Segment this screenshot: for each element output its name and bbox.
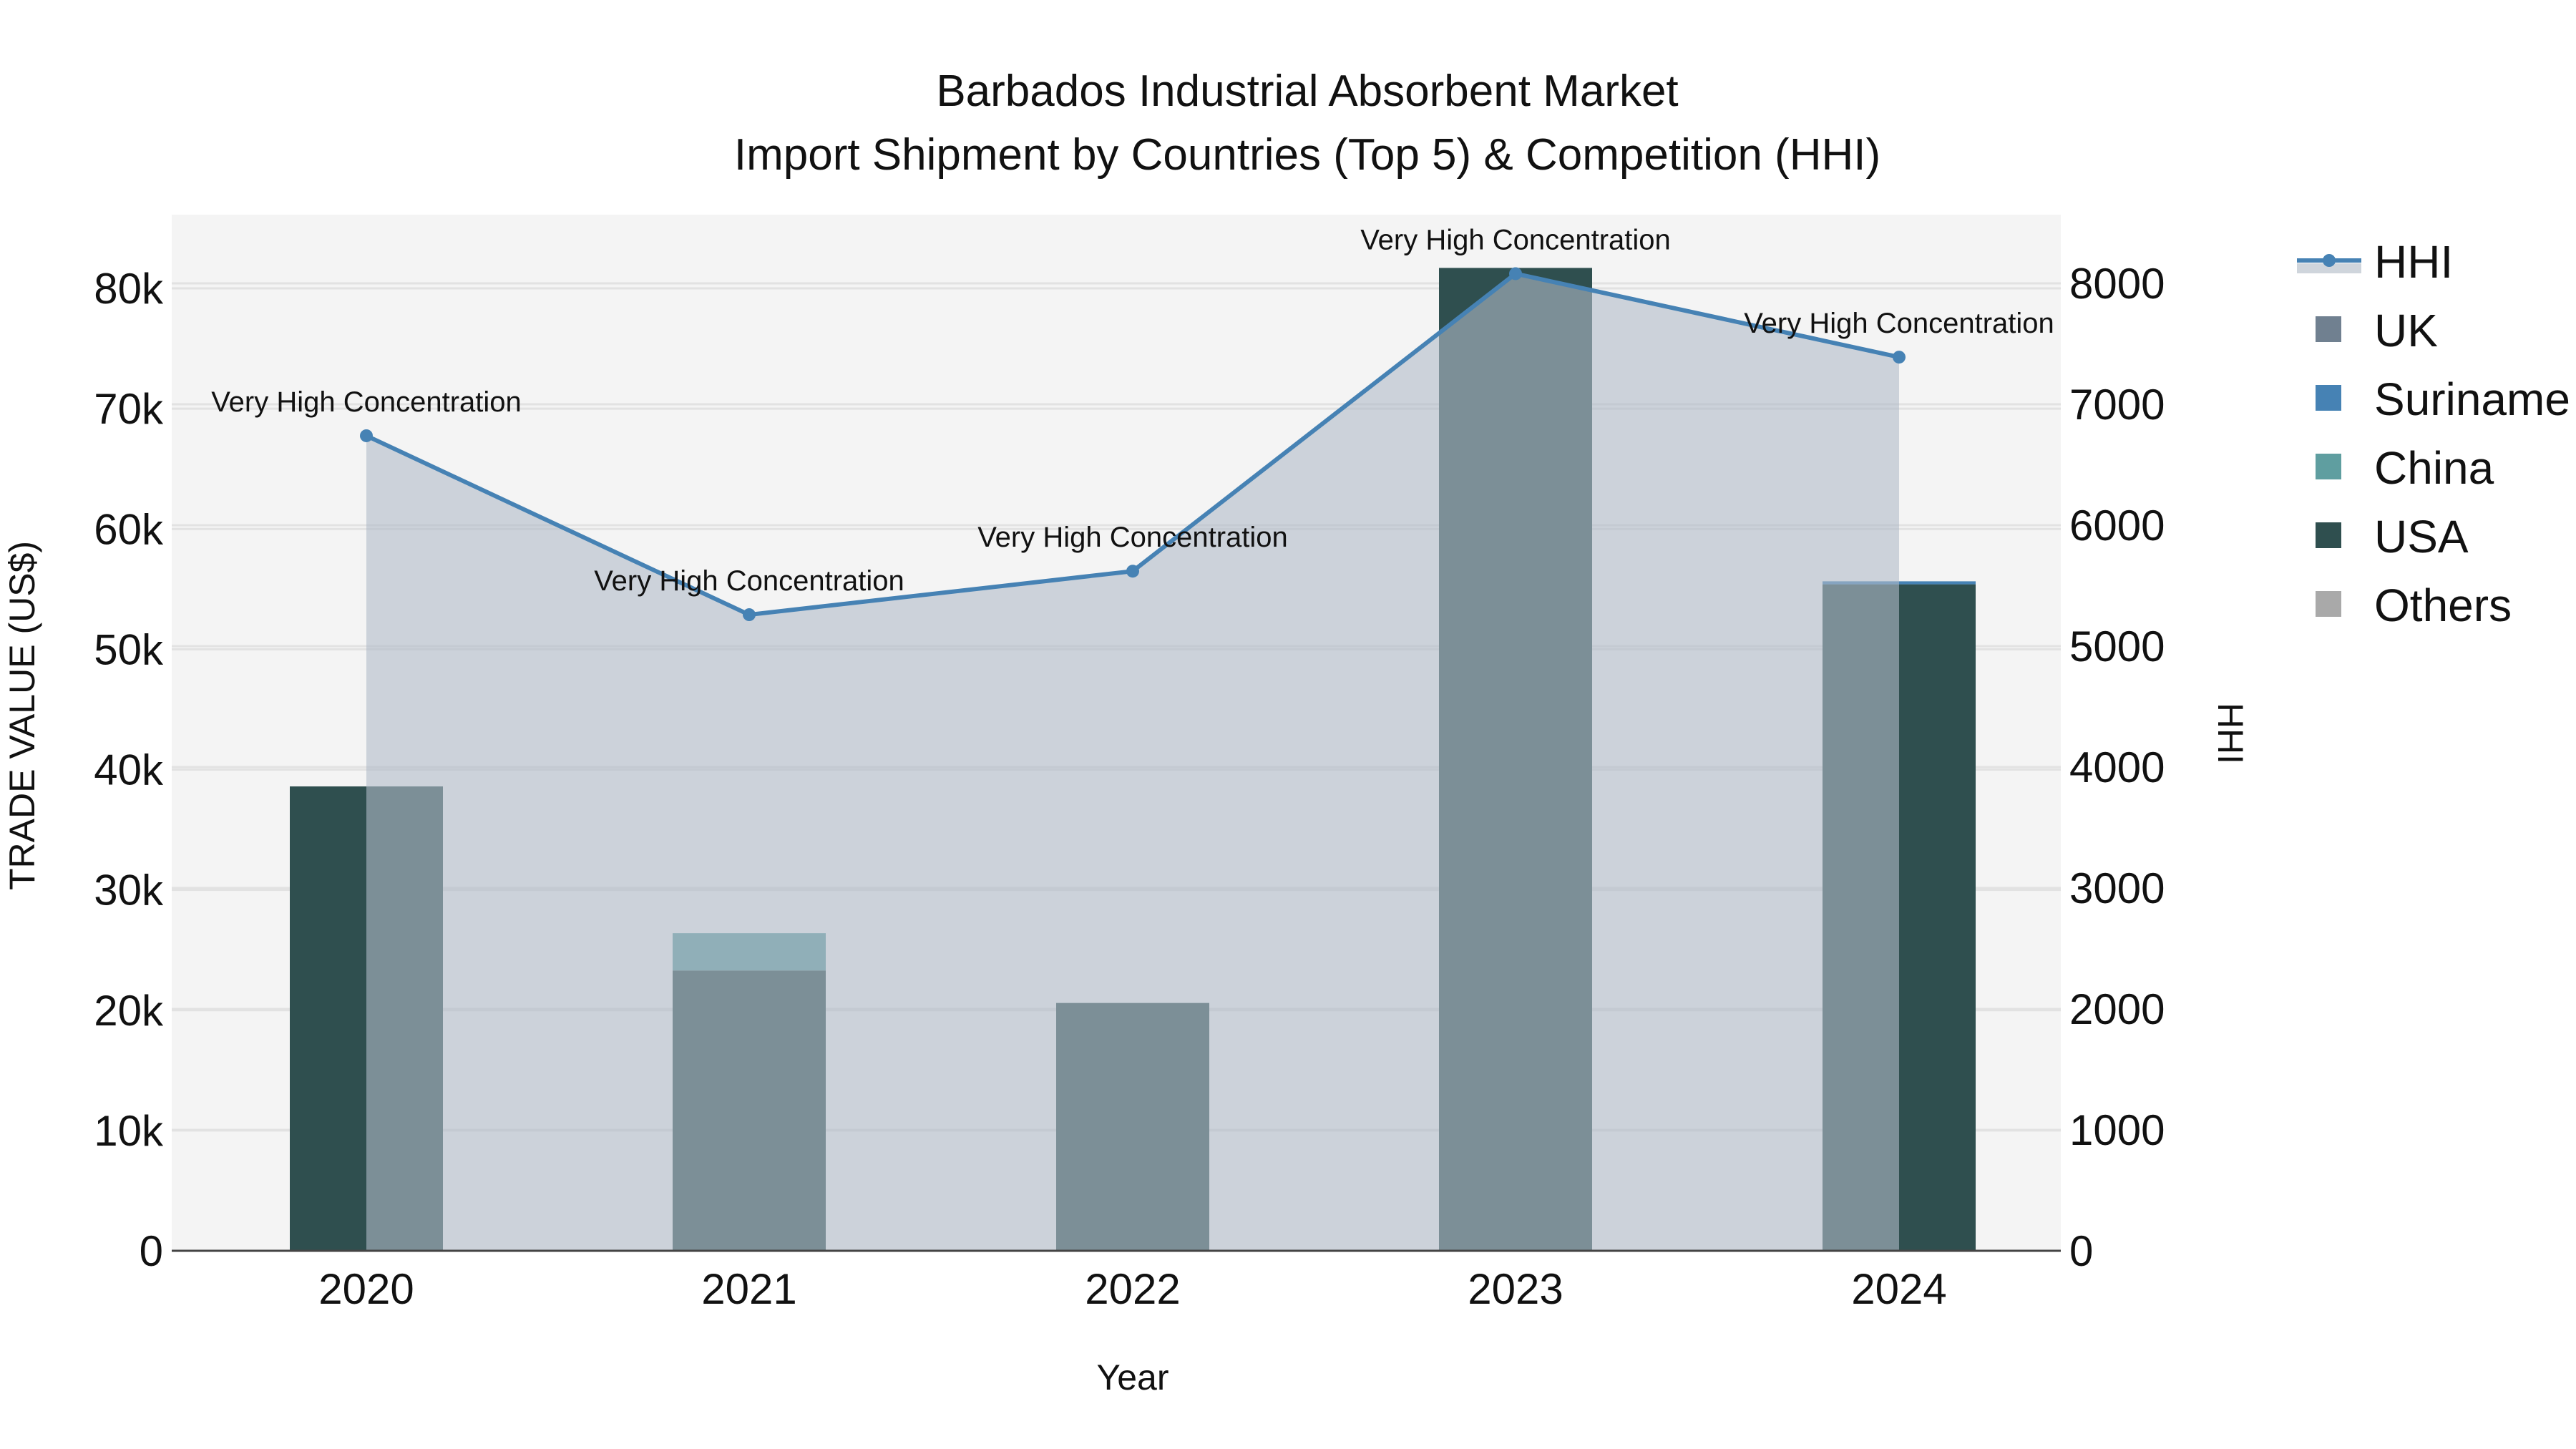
legend-swatch-icon — [2316, 385, 2341, 411]
legend-hhi-fill-swatch — [2297, 263, 2361, 273]
hhi-annotation: Very High Concentration — [1360, 224, 1671, 255]
hhi-annotation: Very High Concentration — [211, 386, 522, 418]
hhi-marker-2023[interactable] — [1509, 267, 1522, 280]
y-left-tick: 30k — [94, 867, 164, 914]
legend-item-china[interactable]: China — [2316, 442, 2494, 494]
chart-title-line2: Import Shipment by Countries (Top 5) & C… — [734, 130, 1880, 180]
chart-title-line1: Barbados Industrial Absorbent Market — [936, 67, 1678, 116]
legend-swatch-icon — [2316, 522, 2341, 548]
legend-label: Suriname — [2374, 374, 2570, 425]
legend-swatch-icon — [2316, 454, 2341, 479]
y-right-axis-title: HHI — [2210, 703, 2250, 764]
y-right-tick: 2000 — [2069, 985, 2165, 1033]
hhi-annotation: Very High Concentration — [977, 522, 1288, 553]
y-left-ticks: 0 10k 20k 30k 40k 50k 60k 70k 80k — [94, 265, 164, 1275]
hhi-marker-2024[interactable] — [1893, 351, 1906, 364]
y-right-ticks: 0 1000 2000 3000 4000 5000 6000 7000 8000 — [2069, 260, 2165, 1275]
legend: HHI UK Suriname China USA Others — [2297, 236, 2570, 631]
legend-label: UK — [2374, 305, 2438, 356]
y-right-tick: 3000 — [2069, 864, 2165, 912]
y-left-tick: 40k — [94, 746, 164, 794]
x-tick: 2024 — [1851, 1265, 1946, 1313]
legend-swatch-icon — [2316, 316, 2341, 342]
y-left-tick: 0 — [140, 1227, 163, 1275]
hhi-series — [360, 267, 1906, 1252]
y-right-tick: 0 — [2069, 1227, 2093, 1275]
x-tick: 2020 — [318, 1265, 414, 1313]
legend-swatch-icon — [2316, 591, 2341, 617]
hhi-area — [366, 273, 1899, 1252]
legend-label: China — [2374, 442, 2494, 494]
legend-item-hhi[interactable]: HHI — [2297, 236, 2453, 288]
legend-item-others[interactable]: Others — [2316, 580, 2512, 631]
y-right-tick: 5000 — [2069, 623, 2165, 670]
hhi-marker-2020[interactable] — [360, 429, 373, 442]
legend-label: USA — [2374, 511, 2469, 562]
hhi-marker-2022[interactable] — [1126, 565, 1139, 578]
y-left-tick: 70k — [94, 385, 164, 433]
y-right-tick: 1000 — [2069, 1106, 2165, 1154]
legend-label: Others — [2374, 580, 2512, 631]
y-left-tick: 60k — [94, 505, 164, 553]
legend-item-suriname[interactable]: Suriname — [2316, 374, 2570, 425]
legend-item-uk[interactable]: UK — [2316, 305, 2438, 356]
legend-item-usa[interactable]: USA — [2316, 511, 2469, 562]
legend-marker-icon — [2323, 254, 2336, 267]
y-left-tick: 20k — [94, 987, 164, 1035]
x-ticks: 2020 2021 2022 2023 2024 — [318, 1265, 1946, 1313]
legend-label: HHI — [2374, 236, 2453, 288]
x-tick: 2023 — [1468, 1265, 1563, 1313]
y-left-tick: 50k — [94, 625, 164, 673]
y-right-tick: 6000 — [2069, 502, 2165, 550]
y-right-tick: 4000 — [2069, 743, 2165, 791]
hhi-marker-2021[interactable] — [743, 608, 756, 622]
hhi-annotation: Very High Concentration — [1744, 308, 2054, 339]
hhi-annotation: Very High Concentration — [594, 565, 904, 597]
x-tick: 2022 — [1085, 1265, 1180, 1313]
y-right-tick: 8000 — [2069, 260, 2165, 308]
y-left-tick: 10k — [94, 1107, 164, 1155]
hhi-annotations: Very High Concentration Very High Concent… — [211, 224, 2054, 597]
y-left-axis-title: TRADE VALUE (US$) — [2, 541, 42, 890]
x-tick: 2021 — [701, 1265, 796, 1313]
y-right-tick: 7000 — [2069, 381, 2165, 429]
y-left-tick: 80k — [94, 265, 164, 313]
x-axis-title: Year — [1096, 1357, 1169, 1397]
